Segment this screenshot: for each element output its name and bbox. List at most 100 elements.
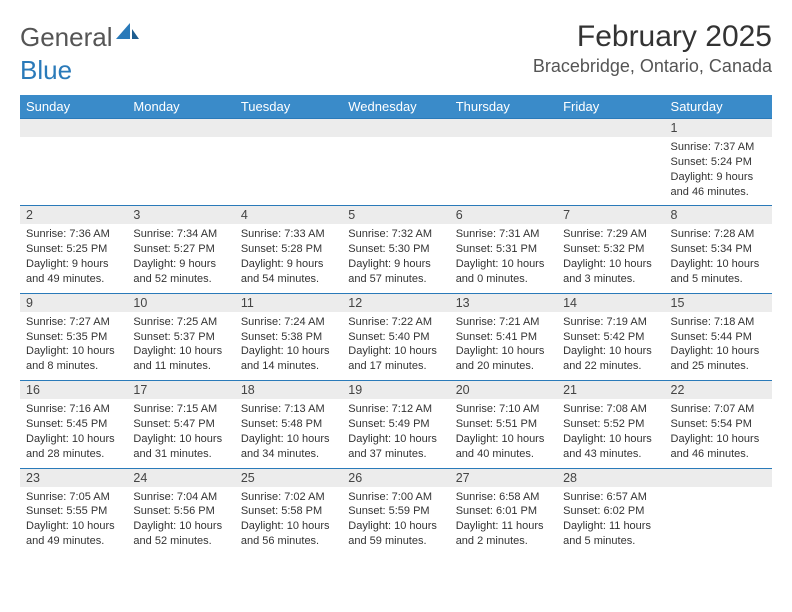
sunrise-line: Sunrise: 7:24 AM [241, 315, 336, 330]
sunset-line: Sunset: 5:54 PM [671, 417, 766, 432]
day-number-row: 1 [20, 119, 772, 138]
month-title: February 2025 [533, 20, 772, 54]
day-detail-cell: Sunrise: 7:32 AMSunset: 5:30 PMDaylight:… [342, 224, 449, 293]
daylight-line: Daylight: 10 hours and 11 minutes. [133, 344, 228, 374]
weekday-header: Tuesday [235, 95, 342, 119]
day-number-cell: 6 [450, 206, 557, 225]
sunrise-line: Sunrise: 7:19 AM [563, 315, 658, 330]
day-number-cell: 26 [342, 468, 449, 487]
logo-text-blue: Blue [20, 57, 72, 83]
day-number-row: 16171819202122 [20, 381, 772, 400]
sunset-line: Sunset: 5:34 PM [671, 242, 766, 257]
day-detail-cell [557, 137, 664, 206]
calendar-body: 1Sunrise: 7:37 AMSunset: 5:24 PMDaylight… [20, 119, 772, 555]
daylight-line: Daylight: 10 hours and 40 minutes. [456, 432, 551, 462]
day-number-cell: 21 [557, 381, 664, 400]
daylight-line: Daylight: 10 hours and 3 minutes. [563, 257, 658, 287]
sunrise-line: Sunrise: 7:05 AM [26, 490, 121, 505]
sunset-line: Sunset: 6:01 PM [456, 504, 551, 519]
day-detail-cell: Sunrise: 7:34 AMSunset: 5:27 PMDaylight:… [127, 224, 234, 293]
day-number-cell [127, 119, 234, 138]
sunrise-line: Sunrise: 7:21 AM [456, 315, 551, 330]
sunset-line: Sunset: 5:31 PM [456, 242, 551, 257]
daylight-line: Daylight: 10 hours and 34 minutes. [241, 432, 336, 462]
weekday-header: Sunday [20, 95, 127, 119]
daylight-line: Daylight: 10 hours and 56 minutes. [241, 519, 336, 549]
day-number-cell: 22 [665, 381, 772, 400]
day-detail-cell: Sunrise: 7:05 AMSunset: 5:55 PMDaylight:… [20, 487, 127, 555]
day-number-cell: 18 [235, 381, 342, 400]
day-detail-cell: Sunrise: 7:16 AMSunset: 5:45 PMDaylight:… [20, 399, 127, 468]
sunset-line: Sunset: 5:49 PM [348, 417, 443, 432]
sunrise-line: Sunrise: 6:57 AM [563, 490, 658, 505]
day-detail-cell [20, 137, 127, 206]
day-number-cell: 25 [235, 468, 342, 487]
day-number-cell: 27 [450, 468, 557, 487]
day-detail-cell: Sunrise: 7:00 AMSunset: 5:59 PMDaylight:… [342, 487, 449, 555]
day-detail-cell: Sunrise: 7:22 AMSunset: 5:40 PMDaylight:… [342, 312, 449, 381]
daylight-line: Daylight: 10 hours and 14 minutes. [241, 344, 336, 374]
sunrise-line: Sunrise: 7:04 AM [133, 490, 228, 505]
day-number-cell: 12 [342, 293, 449, 312]
weekday-header: Thursday [450, 95, 557, 119]
day-number-cell: 23 [20, 468, 127, 487]
sunset-line: Sunset: 5:25 PM [26, 242, 121, 257]
day-detail-cell: Sunrise: 7:21 AMSunset: 5:41 PMDaylight:… [450, 312, 557, 381]
day-detail-cell: Sunrise: 7:07 AMSunset: 5:54 PMDaylight:… [665, 399, 772, 468]
day-detail-cell: Sunrise: 7:12 AMSunset: 5:49 PMDaylight:… [342, 399, 449, 468]
sunrise-line: Sunrise: 7:27 AM [26, 315, 121, 330]
sunrise-line: Sunrise: 7:18 AM [671, 315, 766, 330]
day-number-cell [665, 468, 772, 487]
day-detail-cell: Sunrise: 7:10 AMSunset: 5:51 PMDaylight:… [450, 399, 557, 468]
day-detail-cell [450, 137, 557, 206]
sunrise-line: Sunrise: 7:07 AM [671, 402, 766, 417]
sunset-line: Sunset: 5:44 PM [671, 330, 766, 345]
calendar-table: SundayMondayTuesdayWednesdayThursdayFrid… [20, 95, 772, 555]
daylight-line: Daylight: 10 hours and 22 minutes. [563, 344, 658, 374]
day-number-cell: 20 [450, 381, 557, 400]
daylight-line: Daylight: 9 hours and 46 minutes. [671, 170, 766, 200]
sunset-line: Sunset: 5:37 PM [133, 330, 228, 345]
sunrise-line: Sunrise: 7:32 AM [348, 227, 443, 242]
daylight-line: Daylight: 10 hours and 28 minutes. [26, 432, 121, 462]
day-detail-cell: Sunrise: 7:04 AMSunset: 5:56 PMDaylight:… [127, 487, 234, 555]
day-number-row: 2345678 [20, 206, 772, 225]
sunrise-line: Sunrise: 7:15 AM [133, 402, 228, 417]
sunset-line: Sunset: 5:55 PM [26, 504, 121, 519]
daylight-line: Daylight: 9 hours and 52 minutes. [133, 257, 228, 287]
daylight-line: Daylight: 10 hours and 52 minutes. [133, 519, 228, 549]
day-number-cell: 10 [127, 293, 234, 312]
logo-sail-icon [116, 21, 140, 46]
sunrise-line: Sunrise: 7:10 AM [456, 402, 551, 417]
daylight-line: Daylight: 11 hours and 5 minutes. [563, 519, 658, 549]
day-detail-cell: Sunrise: 7:27 AMSunset: 5:35 PMDaylight:… [20, 312, 127, 381]
sunrise-line: Sunrise: 7:25 AM [133, 315, 228, 330]
day-number-cell: 24 [127, 468, 234, 487]
sunset-line: Sunset: 5:42 PM [563, 330, 658, 345]
day-detail-row: Sunrise: 7:05 AMSunset: 5:55 PM Daylight:… [20, 487, 772, 555]
daylight-line: Daylight: 10 hours and 37 minutes. [348, 432, 443, 462]
daylight-line: Daylight: 10 hours and 43 minutes. [563, 432, 658, 462]
day-detail-cell [342, 137, 449, 206]
daylight-line: Daylight: 9 hours and 54 minutes. [241, 257, 336, 287]
day-number-cell [342, 119, 449, 138]
day-number-cell [557, 119, 664, 138]
sunset-line: Sunset: 5:40 PM [348, 330, 443, 345]
day-number-cell: 1 [665, 119, 772, 138]
logo: General [20, 20, 140, 50]
weekday-header: Wednesday [342, 95, 449, 119]
sunset-line: Sunset: 5:35 PM [26, 330, 121, 345]
sunrise-line: Sunrise: 6:58 AM [456, 490, 551, 505]
sunrise-line: Sunrise: 7:29 AM [563, 227, 658, 242]
sunset-line: Sunset: 5:41 PM [456, 330, 551, 345]
daylight-line: Daylight: 10 hours and 8 minutes. [26, 344, 121, 374]
daylight-line: Daylight: 10 hours and 5 minutes. [671, 257, 766, 287]
sunset-line: Sunset: 5:27 PM [133, 242, 228, 257]
day-number-cell: 14 [557, 293, 664, 312]
daylight-line: Daylight: 10 hours and 46 minutes. [671, 432, 766, 462]
day-detail-cell: Sunrise: 7:19 AMSunset: 5:42 PMDaylight:… [557, 312, 664, 381]
day-detail-row: Sunrise: 7:36 AMSunset: 5:25 PMDaylight:… [20, 224, 772, 293]
day-number-cell: 19 [342, 381, 449, 400]
day-detail-cell: Sunrise: 6:57 AMSunset: 6:02 PMDaylight:… [557, 487, 664, 555]
sunset-line: Sunset: 5:51 PM [456, 417, 551, 432]
